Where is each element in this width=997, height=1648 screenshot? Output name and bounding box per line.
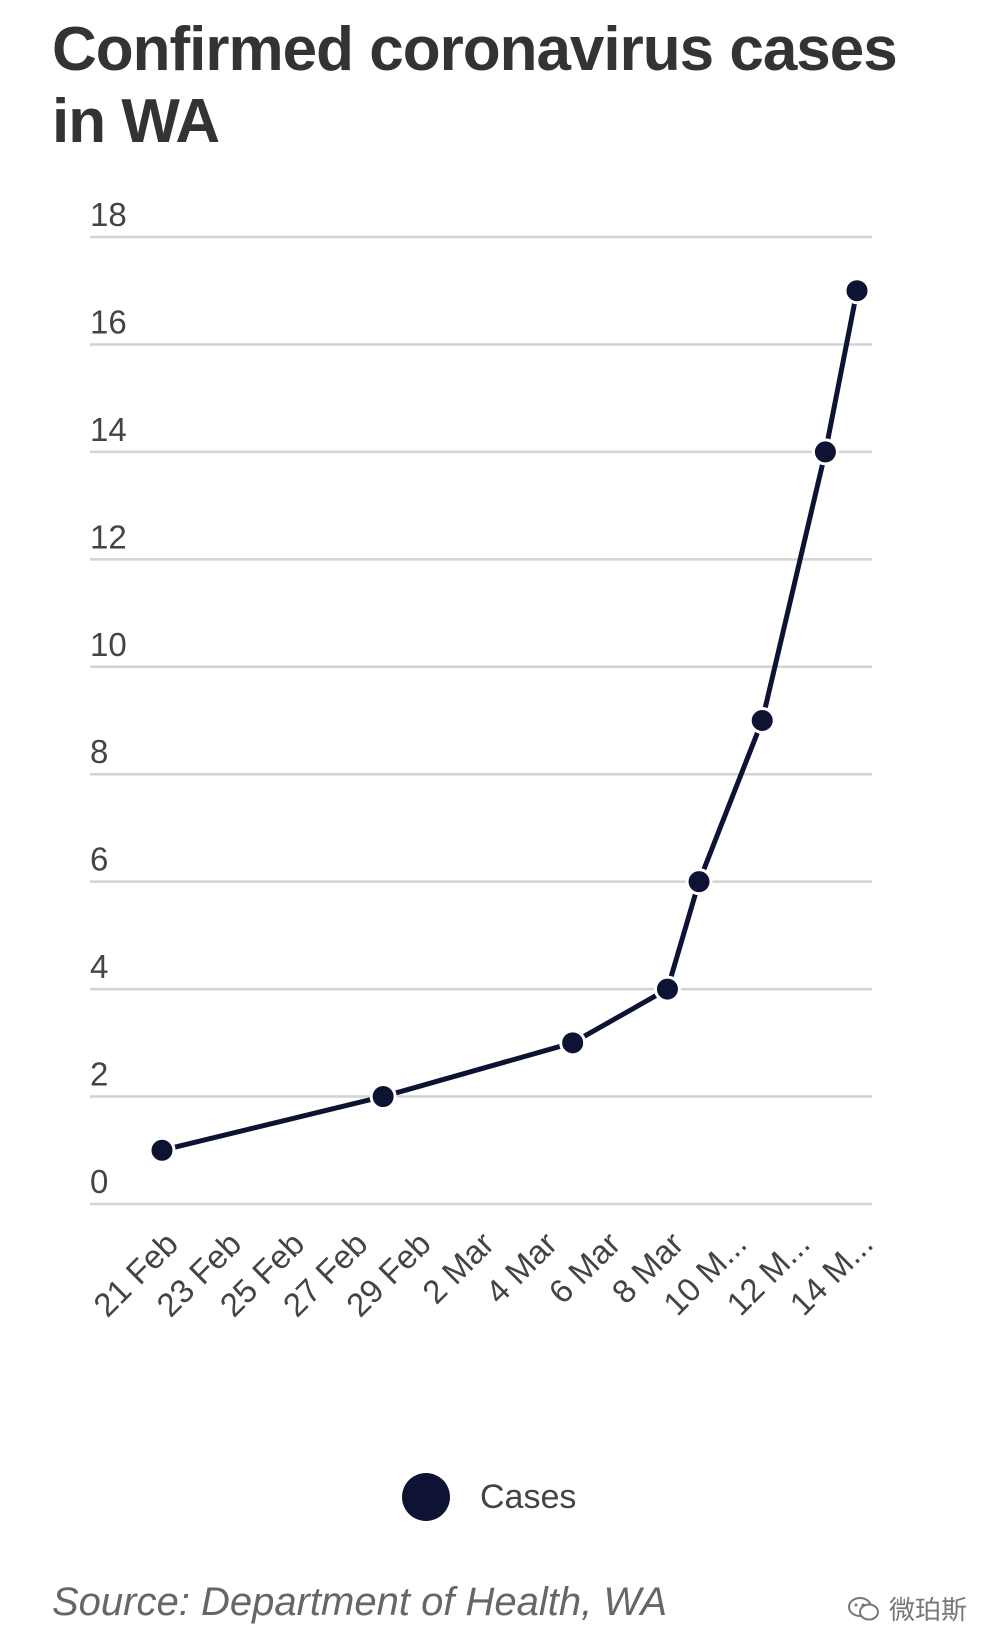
data-point-4	[685, 868, 713, 896]
legend-label-cases: Cases	[480, 1477, 577, 1516]
series-line-cases	[161, 290, 860, 1153]
data-point-3	[653, 975, 681, 1003]
y-axis-ticks: 0 2 4 6 8 10 12 14 16 18	[90, 196, 127, 1200]
x-tick-label-7: 6 Mar	[541, 1225, 627, 1311]
data-point-2	[559, 1029, 587, 1057]
y-tick-label-4: 4	[90, 948, 108, 985]
watermark: 微珀斯	[847, 1590, 967, 1627]
y-tick-label-8: 8	[90, 733, 108, 770]
y-tick-label-0: 0	[90, 1163, 108, 1200]
y-tick-label-2: 2	[90, 1056, 108, 1093]
x-tick-label-6: 4 Mar	[478, 1225, 564, 1311]
data-point-1	[369, 1083, 397, 1111]
source-note: Source: Department of Health, WA	[52, 1580, 668, 1624]
data-point-5	[748, 707, 776, 734]
gridlines	[90, 235, 872, 1206]
y-tick-label-16: 16	[90, 303, 127, 340]
x-tick-label-5: 2 Mar	[415, 1225, 501, 1311]
data-point-7	[843, 277, 871, 305]
chart-title: Confirmed coronavirus cases in WA	[52, 15, 898, 156]
data-point-0	[148, 1136, 176, 1164]
data-point-6	[811, 438, 839, 466]
y-tick-label-6: 6	[90, 841, 108, 878]
legend: Cases	[402, 1472, 576, 1522]
legend-marker-icon	[402, 1473, 450, 1521]
y-tick-label-10: 10	[90, 626, 127, 663]
watermark-text: 微珀斯	[888, 1596, 967, 1626]
series-cases	[148, 277, 871, 1164]
y-tick-label-14: 14	[90, 411, 127, 448]
wechat-icon	[847, 1596, 879, 1620]
y-tick-label-12: 12	[90, 518, 127, 555]
y-tick-label-18: 18	[90, 196, 127, 233]
